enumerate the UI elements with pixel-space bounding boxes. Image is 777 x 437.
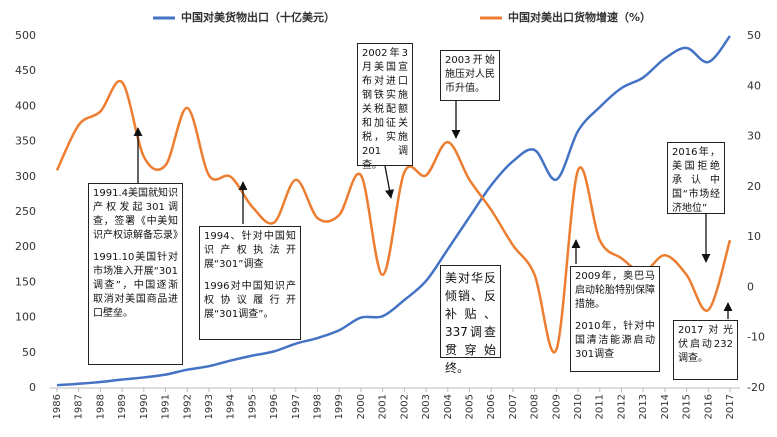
- x-tick-label: 1990: [139, 394, 150, 419]
- y2-tick-label: 20: [747, 180, 761, 193]
- annotation: 2016年，美国拒绝承认中国“市场经济地位”: [667, 142, 725, 214]
- annotation-text: 2003开始施压对人民币升值。: [445, 55, 495, 94]
- axes: 050100150200250300350400450500-20-100102…: [15, 29, 765, 419]
- x-tick-label: 1989: [117, 394, 128, 419]
- y-tick-label: 200: [15, 240, 36, 253]
- annotation-text: 2002年3月美国宣布对进口钢铁实施关税配额和加征关税，实施201调查。: [362, 48, 408, 171]
- lines: [55, 35, 732, 387]
- y-tick-label: 500: [15, 29, 36, 42]
- arrow: [384, 165, 394, 199]
- x-tick-label: 1987: [74, 394, 85, 419]
- annotation: 2009年，奥巴马启动轮胎特别保障措施。 2010年，针对中国清洁能源启动301…: [570, 266, 660, 372]
- x-tick-label: 2015: [682, 394, 693, 419]
- legend: 中国对美货物出口（十亿美元） 中国对美出口货物增速（%）: [153, 10, 651, 24]
- y2-tick-label: -20: [747, 381, 765, 394]
- y2-tick-label: 50: [747, 29, 761, 42]
- x-tick-label: 2013: [638, 394, 649, 419]
- annotation-text: 2017对光伏启动232调查。: [678, 325, 733, 364]
- x-tick-label: 2017: [725, 394, 736, 419]
- x-tick-label: 2003: [421, 394, 432, 419]
- y2-tick-label: -10: [747, 331, 765, 344]
- annotation: 2002年3月美国宣布对进口钢铁实施关税配额和加征关税，实施201调查。: [357, 43, 413, 171]
- x-tick-label: 2008: [530, 394, 541, 419]
- x-tick-label: 1992: [182, 394, 193, 419]
- x-tick-label: 2007: [508, 394, 519, 419]
- y2-tick-label: 0: [747, 280, 754, 293]
- annotation-text: 1996对中国知识产权协议履行开展“301调查”。: [204, 281, 296, 320]
- legend-label: 中国对美货物出口（十亿美元）: [181, 10, 335, 24]
- annotation-text: 2016年，美国拒绝承认中国“市场经济地位”: [672, 147, 720, 214]
- annotation-text: 1991.10美国针对市场准入开展“301调查”，中国逐渐取消对美国商品进口壁垒…: [93, 252, 178, 319]
- y2-tick-label: 30: [747, 130, 761, 143]
- x-tick-label: 2014: [660, 394, 671, 419]
- x-tick-label: 2006: [486, 394, 497, 419]
- x-tick-label: 2002: [399, 394, 410, 419]
- x-tick-label: 1997: [291, 394, 302, 419]
- x-tick-label: 2009: [551, 394, 562, 419]
- annotation-text: 1991.4美国就知识产权发起301调查，签署《中美知识产权谅解备忘录》: [93, 188, 183, 241]
- annotation-text: 美对华反倾销、反补贴、337调查贯穿始终。: [445, 271, 496, 375]
- x-tick-label: 1999: [334, 394, 345, 419]
- y-tick-label: 250: [15, 205, 36, 218]
- y-tick-label: 350: [15, 135, 36, 148]
- y2-tick-label: 10: [747, 230, 761, 243]
- y-tick-label: 300: [15, 170, 36, 183]
- y-tick-label: 50: [22, 346, 36, 359]
- arrows: [133, 101, 733, 319]
- annotation: 1991.4美国就知识产权发起301调查，签署《中美知识产权谅解备忘录》 199…: [88, 183, 183, 365]
- x-tick-label: 2012: [616, 394, 627, 419]
- y-tick-label: 0: [29, 381, 36, 394]
- x-tick-label: 1988: [95, 394, 106, 419]
- y-tick-label: 450: [15, 64, 36, 77]
- annotation-text: 2009年，奥巴马启动轮胎特别保障措施。: [575, 271, 655, 310]
- x-tick-label: 1994: [226, 394, 237, 419]
- annotation-text: 1994、针对中国知识产权执法开展“301”调查: [204, 231, 296, 270]
- annotation: 2017对光伏启动232调查。: [673, 320, 738, 380]
- legend-label: 中国对美出口货物增速（%）: [508, 10, 651, 24]
- x-tick-label: 1995: [247, 394, 258, 419]
- x-tick-label: 2016: [703, 394, 714, 419]
- y-tick-label: 400: [15, 99, 36, 112]
- x-tick-label: 1991: [161, 394, 172, 419]
- x-tick-label: 1986: [52, 394, 63, 419]
- x-tick-label: 2000: [356, 394, 367, 419]
- x-tick-label: 1998: [313, 394, 324, 419]
- annotation: 2003开始施压对人民币升值。: [440, 50, 500, 101]
- y2-tick-label: 40: [747, 79, 761, 92]
- annotation: 美对华反倾销、反补贴、337调查贯穿始终。: [440, 265, 501, 375]
- x-tick-label: 2001: [378, 394, 389, 419]
- series-line: [56, 35, 731, 387]
- x-tick-label: 1996: [269, 394, 280, 419]
- series-line: [55, 79, 732, 354]
- annotation: 1994、针对中国知识产权执法开展“301”调查 1996对中国知识产权协议履行…: [199, 226, 301, 340]
- x-tick-label: 2005: [464, 394, 475, 419]
- y-tick-label: 100: [15, 311, 36, 324]
- x-tick-label: 2011: [595, 394, 606, 419]
- x-tick-label: 2010: [573, 394, 584, 419]
- annotation-text: 2010年，针对中国清洁能源启动301调查: [575, 321, 655, 360]
- y-tick-label: 150: [15, 275, 36, 288]
- x-tick-label: 1993: [204, 394, 215, 419]
- x-tick-label: 2004: [443, 394, 454, 419]
